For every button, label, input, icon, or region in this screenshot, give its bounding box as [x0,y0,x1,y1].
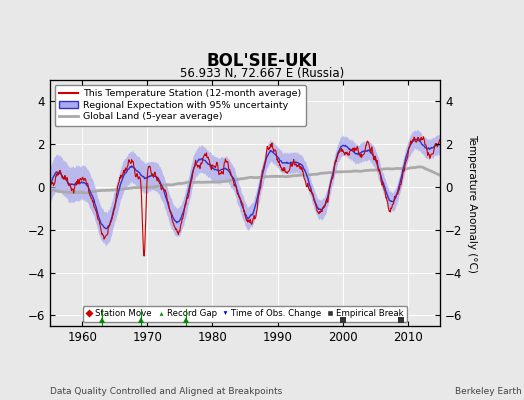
Y-axis label: Temperature Anomaly (°C): Temperature Anomaly (°C) [466,134,476,272]
Text: Berkeley Earth: Berkeley Earth [455,387,521,396]
Text: 56.933 N, 72.667 E (Russia): 56.933 N, 72.667 E (Russia) [180,67,344,80]
Text: BOL'SIE-UKI: BOL'SIE-UKI [206,52,318,70]
Legend: Station Move, Record Gap, Time of Obs. Change, Empirical Break: Station Move, Record Gap, Time of Obs. C… [82,306,408,322]
Text: Data Quality Controlled and Aligned at Breakpoints: Data Quality Controlled and Aligned at B… [50,387,282,396]
